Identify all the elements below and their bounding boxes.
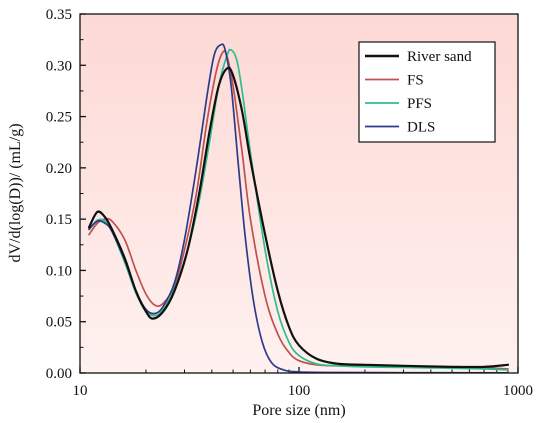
y-tick-label: 0.05 (46, 315, 72, 331)
y-tick-label: 0.20 (46, 161, 72, 177)
x-tick-label: 1000 (503, 383, 533, 399)
legend-label-fs: FS (407, 73, 424, 89)
legend-label-river-sand: River sand (407, 49, 472, 65)
plot-frame (79, 13, 519, 374)
y-tick-label: 0.30 (46, 58, 72, 74)
series-line-river-sand (87, 66, 510, 369)
y-tick-label: 0.10 (46, 263, 72, 279)
x-tick-label: 10 (73, 383, 88, 399)
y-tick-label: 0.35 (46, 7, 72, 23)
legend-label-pfs: PFS (407, 96, 432, 112)
y-tick-label: 0.15 (46, 212, 72, 228)
y-tick-label: 0.00 (46, 366, 72, 382)
legend-label-dls: DLS (407, 120, 435, 136)
y-axis-title: dV/d(log(D))/ (mL/g) (7, 123, 24, 262)
x-tick-label: 100 (288, 383, 311, 399)
y-tick-label: 0.25 (46, 110, 72, 126)
legend-box (358, 41, 496, 143)
x-axis-title: Pore size (nm) (252, 402, 345, 419)
